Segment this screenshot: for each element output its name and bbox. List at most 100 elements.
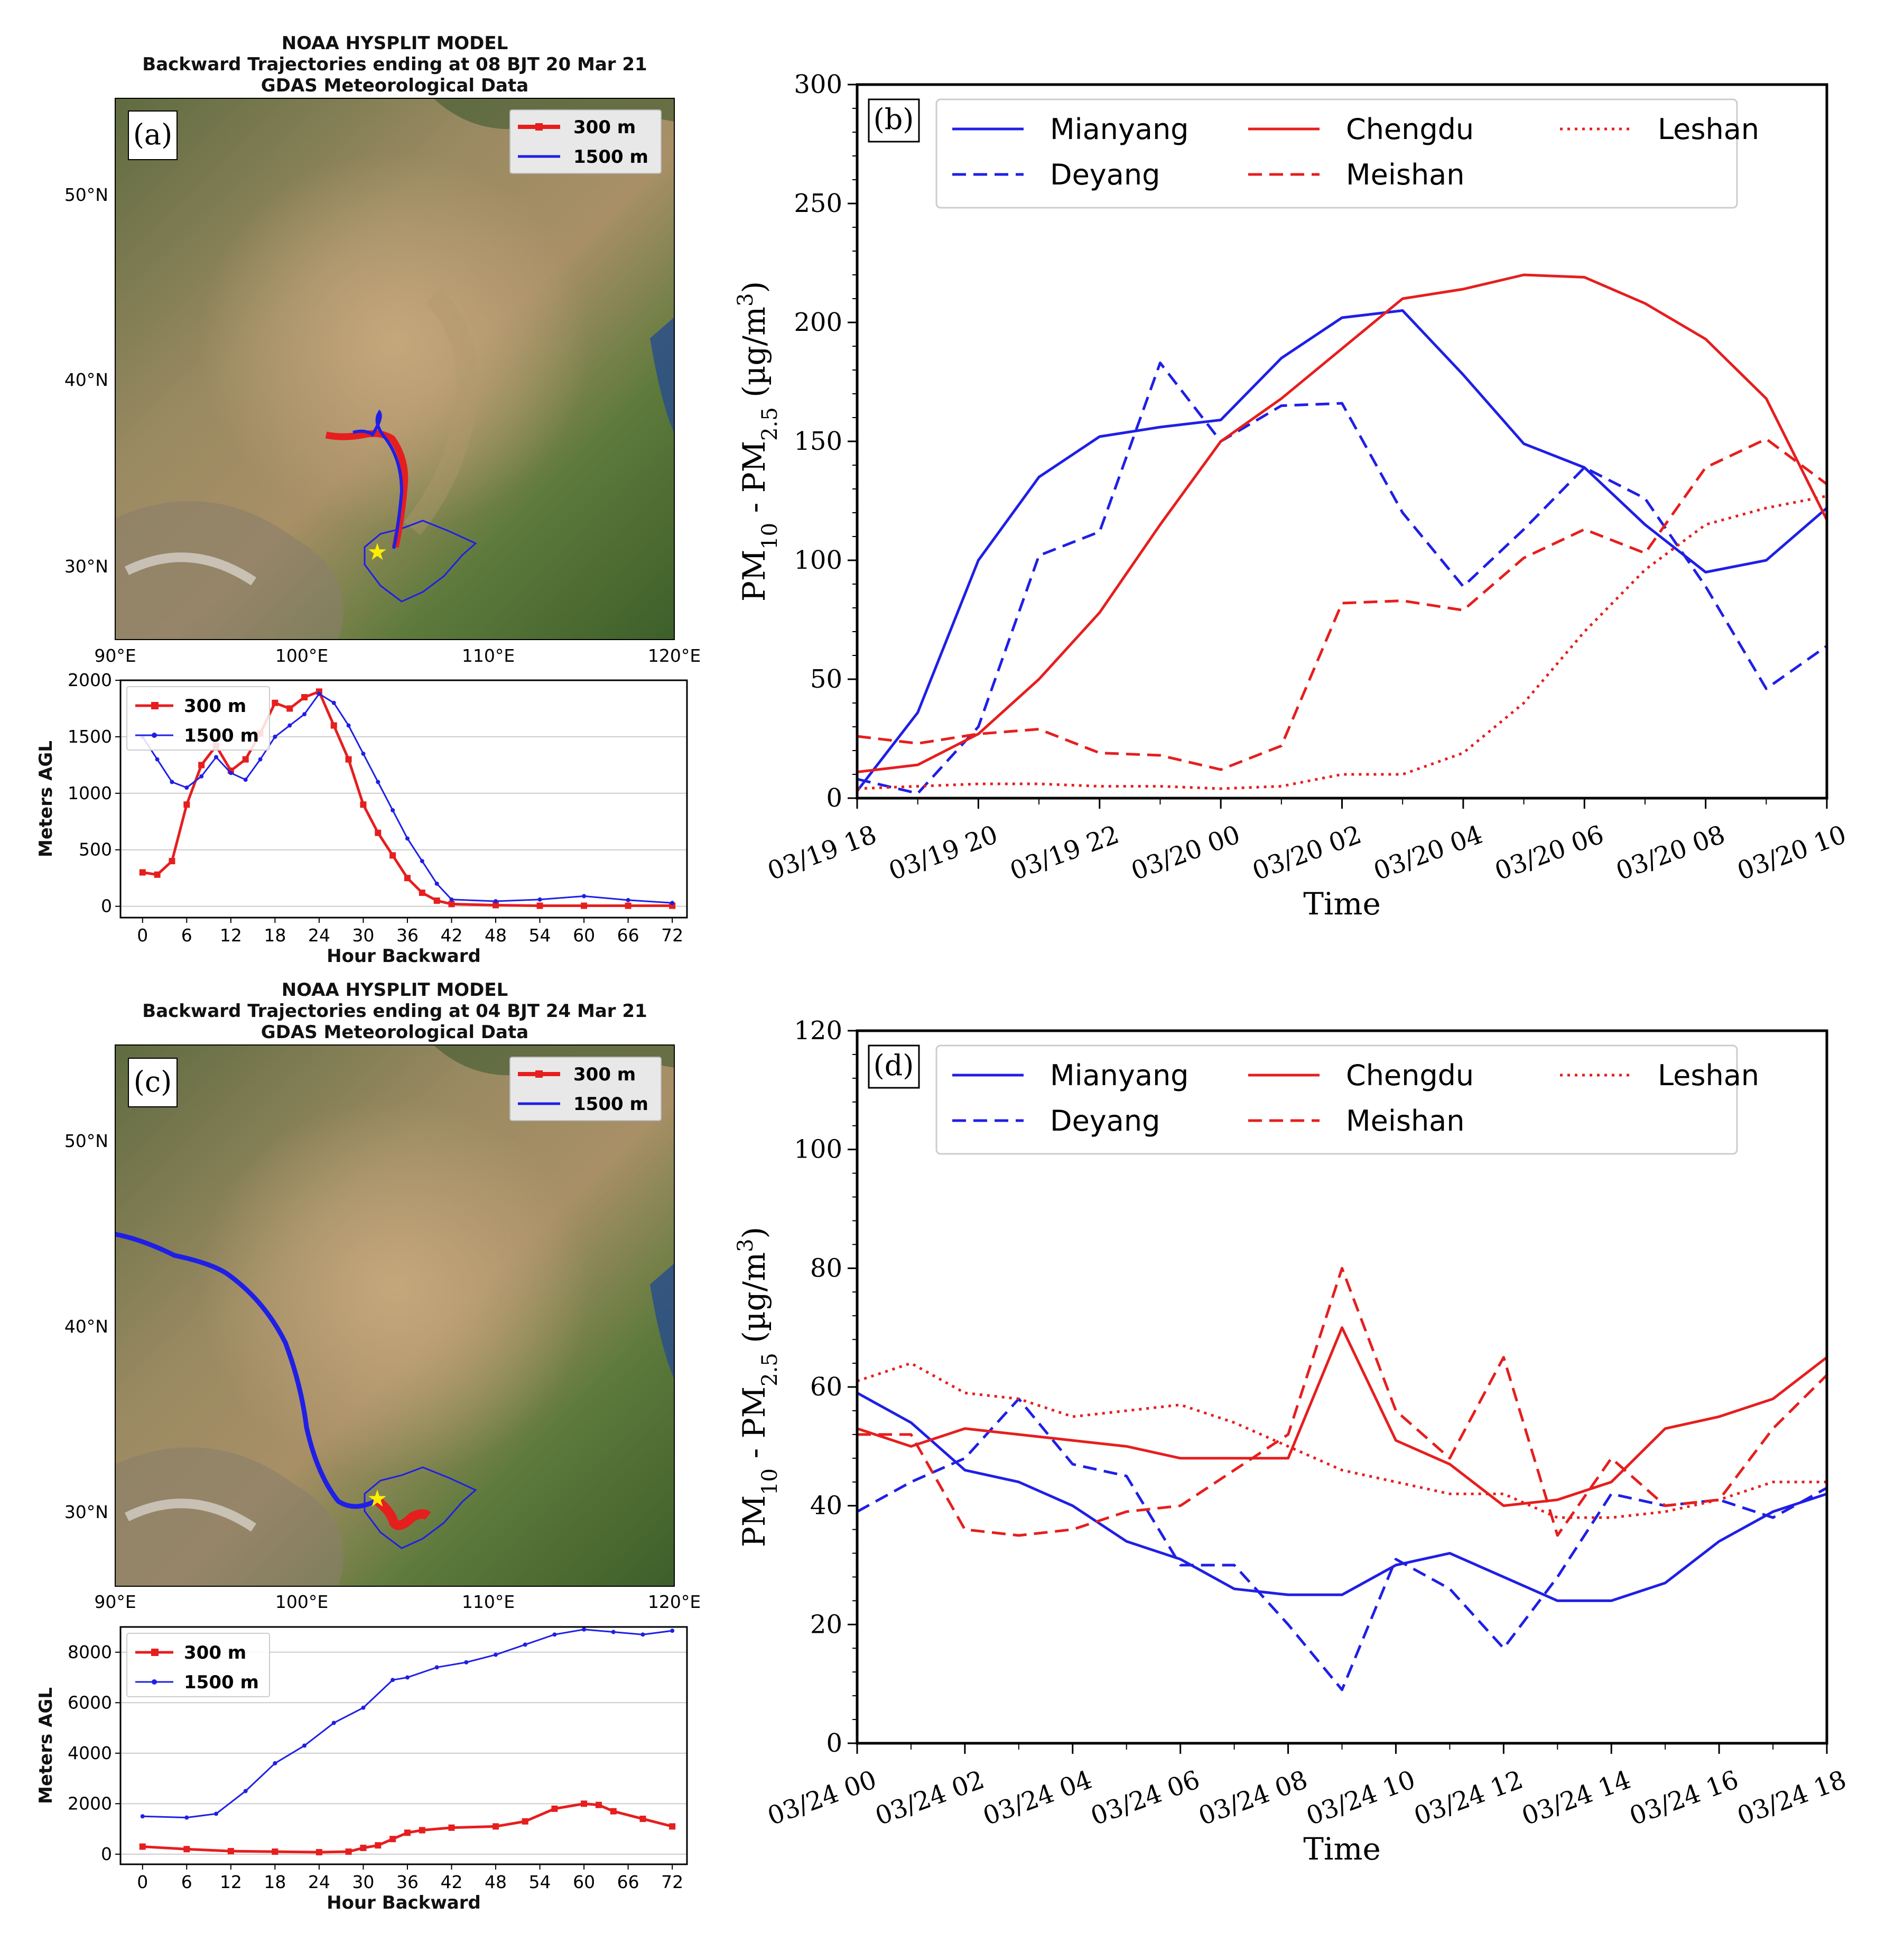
x-tick-label: 03/24 18 (1733, 1765, 1850, 1832)
data-point (494, 1652, 498, 1657)
x-tick-label: 54 (529, 925, 551, 946)
panel-label: (d) (874, 1049, 914, 1082)
data-point (155, 757, 160, 762)
x-tick-label: 6 (181, 925, 192, 946)
series-line-chengdu (857, 273, 1828, 773)
data-point (243, 778, 248, 782)
panel-c-title-line-2: Backward Trajectories ending at 04 BJT 2… (142, 1001, 647, 1022)
data-point (669, 1823, 676, 1830)
x-tick-label: 03/19 18 (764, 820, 880, 886)
data-point (286, 705, 293, 712)
series-line-leshan (857, 495, 1827, 790)
x-tick-label: 6 (181, 1872, 192, 1892)
data-point (183, 1846, 190, 1853)
data-point (302, 1743, 307, 1748)
data-point (301, 694, 308, 701)
panel-c: NOAA HYSPLIT MODEL Backward Trajectories… (64, 979, 701, 1612)
data-point (389, 852, 396, 859)
y-tick-label: 0 (101, 1844, 112, 1864)
panel-a-lat-tick-40: 40°N (64, 369, 108, 390)
data-point (670, 1629, 675, 1633)
panel-c-lon-tick-100: 100°E (275, 1592, 328, 1612)
data-point (273, 1761, 277, 1765)
legend-box (126, 686, 270, 751)
y-tick-label: 120 (794, 1016, 842, 1046)
data-point (449, 897, 454, 902)
series-line-deyang (856, 1397, 1828, 1691)
data-point (581, 902, 588, 909)
panel-a-map-legend: 300 m 1500 m (509, 109, 662, 174)
data-point (315, 1849, 322, 1856)
data-point (611, 1630, 616, 1634)
y-axis-label: PM10 - PM2.5 (µg/m3) (733, 1227, 782, 1547)
y-tick-label: 20 (810, 1610, 842, 1639)
data-point (273, 734, 277, 739)
x-tick-label: 60 (573, 925, 595, 946)
x-tick-label: 18 (264, 1872, 286, 1892)
panel-c-trajectory-300m (375, 1497, 431, 1530)
data-point (391, 1678, 395, 1682)
data-point (361, 1705, 366, 1710)
legend-box (126, 1633, 270, 1697)
x-tick-label: 12 (220, 1872, 242, 1892)
x-tick-label: 03/24 14 (1518, 1765, 1634, 1832)
panel-c-lat-tick-50: 50°N (64, 1131, 108, 1151)
y-tick-label: 2000 (68, 1793, 112, 1814)
x-tick-label: 42 (440, 925, 462, 946)
height-legend: 300 m 1500 m (126, 1633, 270, 1697)
y-tick-label: 100 (794, 545, 842, 575)
x-tick-label: 54 (529, 1872, 551, 1892)
x-tick-label: 03/24 04 (979, 1765, 1096, 1832)
data-point (345, 1848, 352, 1855)
panel-a-lon-tick-110: 110°E (462, 645, 515, 666)
x-tick-label: 03/20 08 (1612, 820, 1729, 886)
y-axis-label: PM10 - PM2.5 (µg/m3) (733, 281, 782, 602)
data-point (582, 894, 587, 899)
x-tick-label: 03/24 02 (871, 1765, 988, 1832)
data-point (376, 780, 380, 784)
x-tick-label: 36 (396, 925, 419, 946)
legend-label-leshan: Leshan (1658, 1059, 1759, 1092)
x-tick-label: 66 (617, 925, 639, 946)
x-tick-label: 03/20 04 (1370, 820, 1487, 886)
panel-c-height-chart: 0 2000 4000 6000 8000 0 6 12 18 24 30 36 42 48 54 60 66 7… (35, 1626, 688, 1913)
data-point (493, 1823, 499, 1830)
x-tick-label: 03/19 20 (885, 820, 1002, 886)
data-point (448, 901, 455, 908)
data-point (419, 1827, 425, 1834)
data-point (581, 1800, 588, 1807)
y-tick-label: 8000 (68, 1642, 112, 1662)
data-point (582, 1627, 587, 1632)
x-axis-label: Hour Backward (327, 946, 481, 967)
panel-c-sichuan-boundary (364, 1466, 477, 1549)
data-point (523, 1642, 527, 1647)
legend-label: 1500 m (184, 1672, 259, 1693)
data-point (331, 700, 336, 705)
data-point (626, 898, 630, 902)
y-tick-label: 0 (826, 1728, 842, 1758)
y-tick-label: 1500 (68, 726, 112, 747)
x-tick-label: 0 (137, 925, 148, 946)
x-tick-label: 72 (661, 1872, 683, 1892)
data-point (272, 699, 278, 706)
panel-a-lat-tick-30: 30°N (64, 556, 108, 577)
legend-label-deyang: Deyang (1050, 1104, 1160, 1137)
x-tick-label: 0 (137, 1872, 148, 1892)
panel-c-title-line-1: NOAA HYSPLIT MODEL (282, 979, 508, 1001)
data-point (595, 1801, 602, 1808)
data-point (346, 723, 351, 728)
data-point (625, 902, 631, 909)
panel-a-map: ★ (a) 300 m 1500 m (115, 98, 675, 640)
x-tick-label: 12 (220, 925, 242, 946)
data-point (639, 1816, 646, 1823)
x-tick-label: 36 (396, 1872, 419, 1892)
panel-b-chart: 0 50 100 150 200 250 300 03/19 18 03/19 20 03/19 … (733, 70, 1850, 922)
y-tick-label: 50 (810, 664, 842, 694)
data-point (139, 869, 146, 876)
plot-frame (119, 1626, 688, 1865)
panel-c-lat-tick-30: 30°N (64, 1502, 108, 1522)
y-tick-label: 2000 (68, 670, 112, 690)
panel-c-trajectory-1500m (115, 1232, 377, 1509)
data-point (434, 881, 439, 886)
